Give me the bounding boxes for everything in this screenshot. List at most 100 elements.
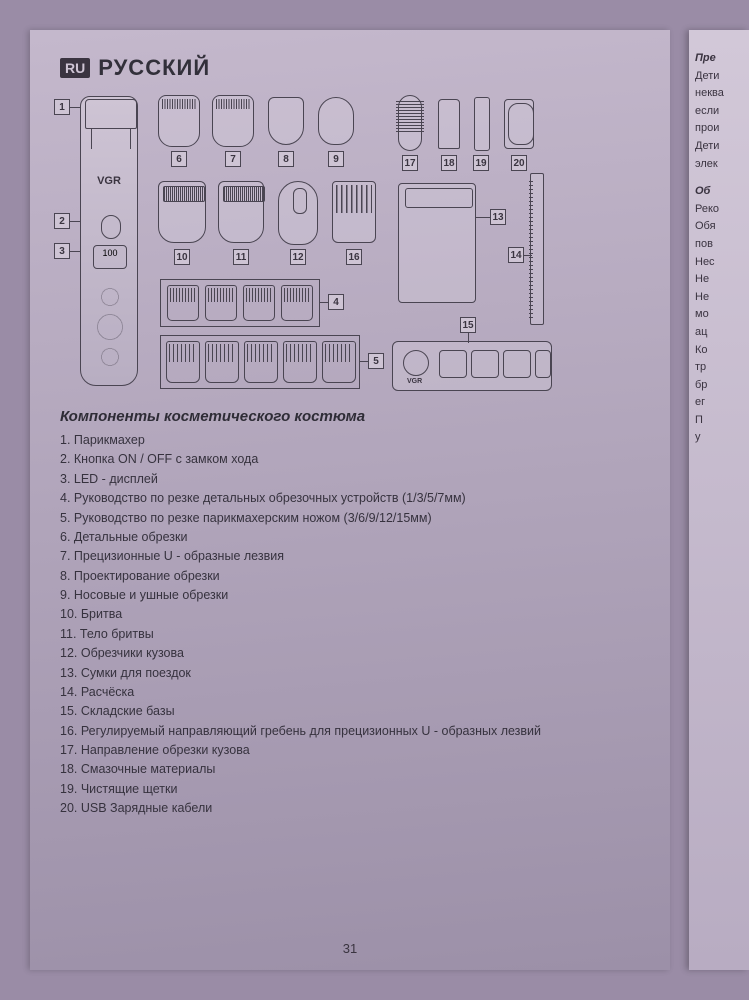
callout-12: 12 [290,249,306,265]
part-base: VGR [392,341,552,391]
callout-9: 9 [328,151,344,167]
guide-comb-icon [205,285,237,321]
page-number: 31 [30,941,670,956]
callout-5: 5 [368,353,384,369]
rp-line: ац [695,324,749,342]
manual-page: RU РУССКИЙ 1 2 3 VGR 100 6 7 8 9 17 [30,30,670,970]
rp-heading: Пре [695,50,749,68]
section-title: Компоненты косметического костюма [60,408,640,425]
callout-line [360,361,368,362]
trimmer-pattern-icon [85,277,135,377]
part-u-blade [212,95,254,147]
rp-line: Дети [695,138,749,156]
component-item: 8. Проектирование обрезки [60,567,640,586]
component-item: 3. LED - дисплей [60,470,640,489]
part-usb-cable [504,99,534,149]
part-body-comb [398,95,422,151]
component-item: 17. Направление обрезки кузова [60,741,640,760]
callout-15: 15 [460,317,476,333]
callout-20: 20 [511,155,527,171]
trimmer-logo: VGR [81,175,137,187]
rp-line: Нес [695,254,749,272]
rp-line: пов [695,236,749,254]
component-item: 7. Прецизионные U - образные лезвия [60,547,640,566]
component-item: 19. Чистящие щетки [60,780,640,799]
guide-comb-icon [243,285,275,321]
rp-line: бр [695,377,749,395]
rp-line: ег [695,394,749,412]
callout-line [320,302,328,303]
base-slot-icon [535,350,551,378]
rp-line: неква [695,85,749,103]
callout-8: 8 [278,151,294,167]
base-slot-icon [503,350,531,378]
led-display-icon: 100 [93,245,127,269]
rp-line: Ко [695,342,749,360]
component-item: 16. Регулируемый направляющий гребень дл… [60,722,640,741]
part-nose-trimmer [318,97,354,145]
component-item: 5. Руководство по резке парикмахерским н… [60,509,640,528]
language-title: РУССКИЙ [98,55,210,81]
rp-line: тр [695,359,749,377]
part-comb [530,173,544,325]
callout-line [468,333,469,343]
part-body-shaver [218,181,264,243]
callout-16: 16 [346,249,362,265]
guide-comb-icon [205,341,239,383]
callout-1: 1 [54,99,70,115]
callout-14: 14 [508,247,524,263]
callout-4: 4 [328,294,344,310]
component-item: 15. Складские базы [60,702,640,721]
part-trimmer: VGR 100 [80,96,138,386]
callout-10: 10 [174,249,190,265]
part-clean-brush [474,97,490,151]
rp-line: П [695,412,749,430]
callout-6: 6 [171,151,187,167]
components-diagram: 1 2 3 VGR 100 6 7 8 9 17 18 19 [60,91,640,396]
part-design-trimmer [268,97,304,145]
component-item: 2. Кнопка ON / OFF с замком хода [60,450,640,469]
component-item: 13. Сумки для поездок [60,664,640,683]
component-item: 11. Тело бритвы [60,625,640,644]
component-item: 12. Обрезчики кузова [60,644,640,663]
callout-2: 2 [54,213,70,229]
part-bag [398,183,476,303]
component-item: 9. Носовые и ушные обрезки [60,586,640,605]
part-body-trimmer [278,181,318,245]
callout-19: 19 [473,155,489,171]
rp-heading: Об [695,183,749,201]
language-badge: RU [60,58,90,78]
callout-17: 17 [402,155,418,171]
callout-line [476,217,490,218]
trimmer-neck-icon [91,129,131,149]
rp-line: Дети [695,68,749,86]
component-item: 14. Расчёска [60,683,640,702]
next-page-edge: Пре Дети неква если прои Дети элек Об Ре… [689,30,749,970]
trimmer-head-icon [85,99,137,129]
callout-7: 7 [225,151,241,167]
components-list: 1. Парикмахер2. Кнопка ON / OFF с замком… [60,431,640,819]
base-logo: VGR [407,378,422,385]
rp-line: Не [695,289,749,307]
rp-line: если [695,103,749,121]
rp-line: прои [695,120,749,138]
rp-line: элек [695,156,749,174]
rp-line: Не [695,271,749,289]
component-item: 6. Детальные обрезки [60,528,640,547]
guide-comb-icon [166,341,200,383]
guide-comb-icon [281,285,313,321]
language-header: RU РУССКИЙ [60,55,640,81]
rp-line: мо [695,306,749,324]
rp-line: Обя [695,218,749,236]
rp-line: у [695,429,749,447]
base-slot-icon [439,350,467,378]
combset-small [160,279,320,327]
component-item: 10. Бритва [60,605,640,624]
callout-11: 11 [233,249,249,265]
component-item: 1. Парикмахер [60,431,640,450]
part-adj-comb [332,181,376,243]
part-oil [438,99,460,149]
guide-comb-icon [167,285,199,321]
base-slot-icon [471,350,499,378]
part-shaver [158,181,206,243]
